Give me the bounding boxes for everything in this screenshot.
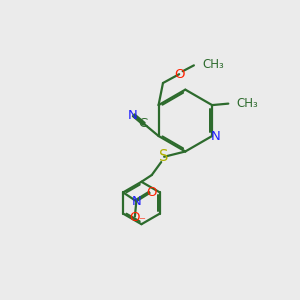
Text: O: O	[174, 68, 184, 81]
Text: O: O	[146, 186, 156, 199]
Text: N: N	[128, 109, 138, 122]
Text: CH₃: CH₃	[236, 97, 258, 110]
Text: C: C	[139, 117, 148, 130]
Text: S: S	[159, 149, 169, 164]
Text: CH₃: CH₃	[203, 58, 224, 71]
Text: N: N	[211, 130, 221, 143]
Text: ⁻: ⁻	[138, 215, 145, 228]
Text: O: O	[130, 211, 140, 224]
Text: N: N	[131, 195, 141, 208]
